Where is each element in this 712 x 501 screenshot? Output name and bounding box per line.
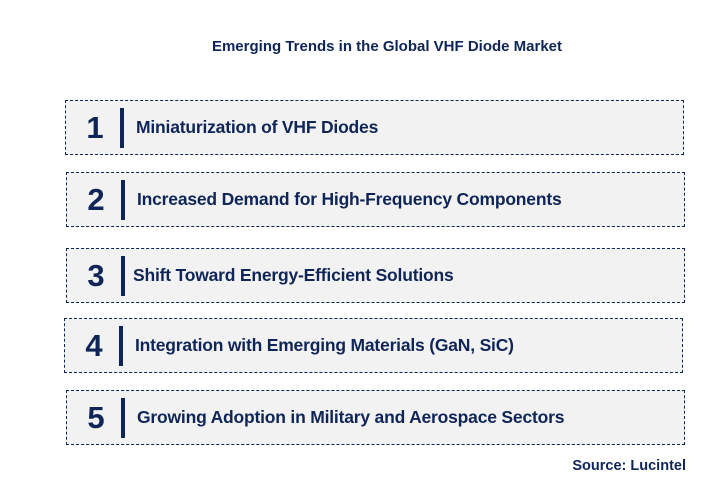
trend-number: 2: [87, 181, 105, 217]
trend-number: 4: [85, 327, 103, 363]
source-caption: Source: Lucintel: [572, 458, 686, 474]
trend-item-4: 4 Integration with Emerging Materials (G…: [64, 318, 683, 373]
divider-bar: [120, 108, 124, 148]
trend-item-3: 3 Shift Toward Energy-Efficient Solution…: [66, 248, 685, 303]
trend-label: Shift Toward Energy-Efficient Solutions: [133, 265, 454, 285]
trend-label: Increased Demand for High-Frequency Comp…: [137, 189, 562, 209]
divider-bar: [121, 398, 125, 438]
trend-item-2: 2 Increased Demand for High-Frequency Co…: [66, 172, 685, 227]
trend-number: 1: [86, 109, 104, 145]
trend-label: Growing Adoption in Military and Aerospa…: [137, 407, 565, 427]
divider-bar: [119, 326, 123, 366]
trend-item-5: 5 Growing Adoption in Military and Aeros…: [66, 390, 685, 445]
divider-bar: [121, 180, 125, 220]
trend-item-1: 1 Miniaturization of VHF Diodes: [65, 100, 684, 155]
divider-bar: [121, 256, 125, 296]
trend-number: 3: [87, 257, 105, 293]
trend-label: Miniaturization of VHF Diodes: [136, 117, 379, 137]
diagram-title: Emerging Trends in the Global VHF Diode …: [211, 38, 563, 55]
trend-label: Integration with Emerging Materials (GaN…: [135, 335, 514, 355]
trend-number: 5: [87, 399, 105, 435]
